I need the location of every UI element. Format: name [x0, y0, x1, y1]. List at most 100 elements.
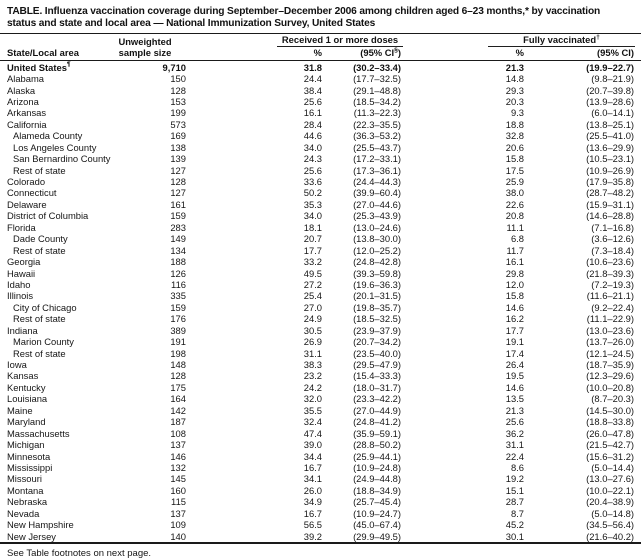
dose1-ci-cell: (19.6–36.3): [353, 278, 402, 290]
area-cell: Hawaii: [7, 267, 36, 279]
fully-percent-cell: 17.4: [505, 347, 525, 359]
sample-size-cell: 138: [170, 141, 186, 153]
area-cell: Illinois: [7, 290, 34, 302]
fully-ci-cell: (10.0–20.8): [586, 381, 635, 393]
fully-percent-cell: 8.6: [510, 461, 525, 473]
dose1-percent-cell: 24.3: [303, 153, 322, 165]
sample-size-cell: 9,710: [162, 61, 186, 73]
dose1-percent-cell: 38.3: [303, 359, 322, 370]
area-cell: Missouri: [7, 473, 42, 485]
sample-size-cell: 389: [170, 324, 186, 336]
dose1-percent-cell: 44.6: [303, 130, 322, 142]
table-title-line1: TABLE. Influenza vaccination coverage du…: [7, 6, 601, 17]
dose1-ci-cell: (24.8–41.2): [353, 416, 402, 428]
dose1-percent-cell: 20.7: [303, 233, 322, 245]
dose1-ci-cell: (13.0–24.6): [353, 221, 402, 233]
table-row: Rest of state 198 31.1 (23.5–40.0) 17.4 …: [0, 347, 641, 359]
dose1-percent-header: %: [190, 47, 322, 62]
area-cell: Nebraska: [7, 496, 48, 508]
dose1-percent-cell: 49.5: [303, 267, 322, 279]
table-row: Arizona 153 25.6 (18.5–34.2) 20.3 (13.9–…: [0, 96, 641, 107]
fully-ci-cell: (5.0–14.4): [591, 461, 635, 473]
fully-percent-cell: 15.8: [505, 290, 525, 302]
dose1-ci-cell: (17.7–32.5): [353, 73, 402, 85]
area-cell: New Hampshire: [7, 519, 74, 531]
table-row: Nevada 137 16.7 (10.9–24.7) 8.7 (5.0–14.…: [0, 507, 641, 519]
area-cell: Maine: [7, 404, 33, 416]
sample-size-cell: 146: [170, 450, 186, 462]
dose1-percent-cell: 24.2: [303, 381, 322, 393]
dose1-ci-cell: (39.3–59.8): [353, 267, 402, 279]
area-cell: Minnesota: [7, 450, 51, 462]
dose1-percent-cell: 34.9: [303, 496, 322, 508]
sample-size-cell: 150: [170, 73, 186, 85]
fully-percent-cell: 14.6: [505, 381, 525, 393]
fully-percent-cell: 19.1: [505, 336, 525, 348]
dose1-ci-cell: (18.5–32.5): [353, 313, 402, 325]
dose1-ci-cell: (25.3–43.9): [353, 210, 402, 222]
dose1-percent-cell: 26.0: [303, 484, 322, 496]
sample-size-cell: 153: [170, 95, 186, 107]
area-cell: Montana: [7, 484, 44, 496]
fully-percent-cell: 6.8: [510, 233, 525, 245]
fully-percent-cell: 16.2: [505, 313, 525, 325]
fully-percent-cell: 45.2: [505, 519, 525, 531]
table-row: Mississippi 132 16.7 (10.9–24.8) 8.6 (5.…: [0, 462, 641, 473]
dose1-percent-cell: 34.0: [303, 141, 322, 153]
sample-size-cell: 335: [170, 290, 186, 302]
table-row: Connecticut 127 50.2 (39.9–60.4) 38.0 (2…: [0, 187, 641, 198]
fully-ci-cell: (18.7–35.9): [586, 359, 635, 370]
fully-percent-header: %: [403, 47, 525, 62]
table-row: Dade County 149 20.7 (13.8–30.0) 6.8 (3.…: [0, 233, 641, 244]
dose1-ci-cell: (24.9–44.8): [353, 473, 402, 485]
area-cell: Rest of state: [13, 164, 66, 176]
table-row: Indiana 389 30.5 (23.9–37.9) 17.7 (13.0–…: [0, 324, 641, 336]
fully-ci-cell: (7.2–19.3): [591, 278, 635, 290]
area-cell: Massachusetts: [7, 427, 70, 439]
fully-vaccinated-footnote-marker: †: [596, 33, 600, 41]
sample-size-cell: 108: [170, 427, 186, 439]
dose1-percent-cell: 16.7: [303, 507, 322, 519]
fully-percent-cell: 25.9: [505, 176, 525, 187]
dose1-percent-cell: 35.5: [303, 404, 322, 416]
area-cell: Kansas: [7, 370, 39, 382]
dose1-percent-cell: 34.0: [303, 210, 322, 222]
fully-percent-cell: 9.3: [510, 107, 525, 119]
sample-size-cell: 159: [170, 301, 186, 313]
fully-percent-cell: 11.7: [506, 244, 525, 256]
fully-percent-cell: 20.3: [505, 95, 525, 107]
dose1-percent-cell: 35.3: [303, 198, 322, 210]
area-cell: Connecticut: [7, 187, 57, 199]
fully-percent-cell: 22.4: [505, 450, 525, 462]
sample-size-cell: 145: [170, 473, 186, 485]
area-cell: Iowa: [7, 359, 27, 370]
dose1-ci-header: (95% CI§): [322, 46, 404, 62]
table-footnote: See Table footnotes on next page.: [7, 547, 152, 559]
table-row: Colorado 128 33.6 (24.4–44.3) 25.9 (17.9…: [0, 176, 641, 187]
sample-size-cell: 198: [170, 347, 186, 359]
sample-size-cell: 175: [170, 381, 186, 393]
table-row: Massachusetts 108 47.4 (35.9–59.1) 36.2 …: [0, 427, 641, 439]
fully-percent-cell: 8.7: [510, 507, 525, 519]
fully-ci-cell: (17.9–35.8): [586, 176, 635, 187]
fully-ci-cell: (12.1–24.5): [586, 347, 635, 359]
fully-percent-cell: 20.6: [505, 141, 525, 153]
dose1-ci-cell: (25.7–45.4): [353, 496, 402, 508]
sample-size-cell: 128: [170, 84, 186, 96]
fully-ci-cell: (13.8–25.1): [586, 118, 635, 130]
fully-ci-cell: (18.8–33.8): [586, 416, 635, 428]
dose1-ci-cell: (17.2–33.1): [353, 153, 402, 165]
sample-size-cell: 132: [170, 461, 186, 473]
ci-footnote-marker: §: [394, 46, 398, 54]
table-row: Los Angeles County 138 34.0 (25.5–43.7) …: [0, 141, 641, 153]
fully-percent-cell: 31.1: [505, 439, 525, 451]
area-cell: Alabama: [7, 73, 45, 85]
area-cell: Michigan: [7, 439, 45, 451]
table-row: Iowa 148 38.3 (29.5–47.9) 26.4 (18.7–35.…: [0, 359, 641, 370]
dose1-ci-cell: (27.0–44.6): [353, 198, 402, 210]
fully-percent-cell: 19.2: [505, 473, 525, 485]
fully-ci-cell: (7.1–16.8): [591, 221, 635, 233]
dose1-ci-cell: (24.4–44.3): [353, 176, 402, 187]
fully-ci-cell: (9.2–22.4): [591, 301, 635, 313]
dose1-ci-cell: (23.9–37.9): [353, 324, 402, 336]
